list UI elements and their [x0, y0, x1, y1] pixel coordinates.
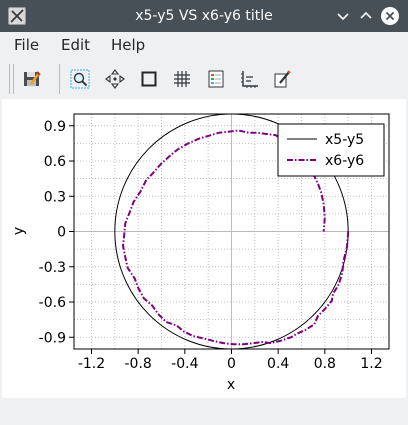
toolbar-grip[interactable]: [9, 64, 14, 94]
legend-entry-label: x5-y5: [325, 132, 364, 148]
legend-icon[interactable]: [202, 65, 230, 93]
legend-box: [277, 123, 385, 177]
autoscale-icon[interactable]: [135, 65, 163, 93]
pan-icon[interactable]: [101, 65, 129, 93]
menu-file[interactable]: File: [14, 36, 40, 54]
grid-icon[interactable]: [168, 65, 196, 93]
x-tick-label: 0.4: [267, 356, 289, 372]
window-title: x5-y5 VS x6-y6 title: [135, 8, 273, 24]
legend-entry-label: x6-y6: [325, 153, 364, 169]
matplotlib-figure-icon: [8, 7, 26, 25]
y-tick-label: 0.6: [44, 154, 66, 170]
toolbar: [0, 59, 408, 99]
menu-bar: File Edit Help: [0, 32, 408, 59]
y-axis-label: y: [11, 227, 27, 235]
x-tick-label: 0.8: [314, 356, 336, 372]
menu-help[interactable]: Help: [111, 36, 146, 54]
x-tick-label: -1.2: [78, 356, 105, 372]
x-axis-label: x: [227, 377, 235, 393]
maximize-icon[interactable]: [356, 6, 376, 26]
y-tick-label: -0.6: [39, 295, 66, 311]
menu-edit[interactable]: Edit: [61, 36, 91, 54]
y-tick-label: -0.9: [39, 330, 66, 346]
save-figure-icon[interactable]: [18, 65, 46, 93]
status-bar: [0, 398, 408, 425]
plot-area[interactable]: -1.2 -0.8 -0.4 0 0.4 0.8 1.2 0.9 0.6 0.3 0 -0.3 -0.6…: [2, 99, 406, 398]
minimize-icon[interactable]: [333, 6, 353, 26]
y-tick-label: 0.3: [44, 189, 66, 205]
x-tick-label: 0: [227, 356, 236, 372]
y-tick-label: 0: [57, 225, 66, 241]
close-icon[interactable]: [380, 6, 400, 26]
y-tick-label: -0.3: [39, 260, 66, 276]
x-tick-label: -0.8: [125, 356, 152, 372]
x-tick-label: -0.4: [171, 356, 198, 372]
toolbar-separator: [59, 64, 60, 94]
figure-canvas[interactable]: -1.2 -0.8 -0.4 0 0.4 0.8 1.2 0.9 0.6 0.3 0 -0.3 -0.6…: [2, 99, 406, 398]
axes-icon[interactable]: [235, 65, 263, 93]
x-tick-label: 1.2: [360, 356, 382, 372]
zoom-icon[interactable]: [66, 65, 94, 93]
y-tick-label: 0.9: [44, 119, 66, 135]
title-bar[interactable]: x5-y5 VS x6-y6 title: [0, 0, 408, 32]
edit-icon[interactable]: [268, 65, 296, 93]
